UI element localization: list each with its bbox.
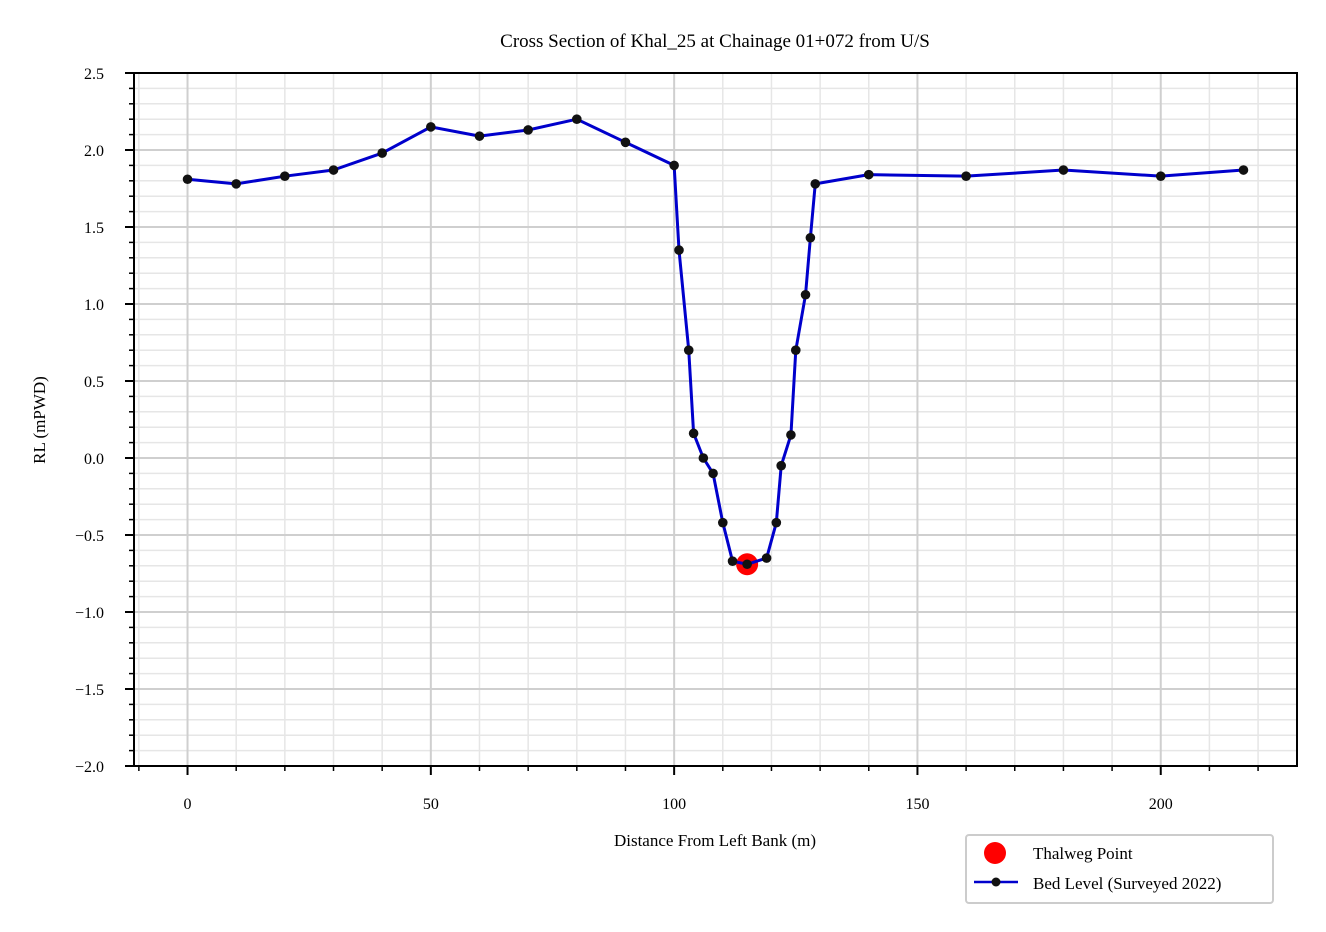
legend-bed-label: Bed Level (Surveyed 2022) [1033, 874, 1221, 893]
bed-level-point [674, 245, 684, 255]
y-tick-label: −1.0 [75, 605, 104, 622]
bed-level-point [742, 559, 752, 570]
y-tick-label: −2.0 [75, 759, 104, 776]
y-tick-label: 0.5 [84, 374, 104, 391]
x-tick-label: 200 [1149, 796, 1173, 813]
y-tick-label: 0.0 [84, 451, 104, 468]
bed-level-point [280, 171, 290, 181]
bed-level-point [790, 345, 801, 356]
y-tick-label: 2.5 [84, 66, 104, 83]
bed-level-point [717, 517, 728, 528]
bed-level-point [523, 125, 533, 135]
y-tick-label: −0.5 [75, 528, 104, 545]
bed-level-point [786, 430, 796, 440]
bed-level-line [187, 117, 1244, 566]
bed-level-point [669, 160, 679, 171]
bed-level-point [1155, 171, 1166, 181]
bed-level-point [863, 169, 874, 180]
bed-level-point [377, 148, 387, 158]
bed-level-point [683, 345, 694, 356]
x-tick-label: 100 [662, 796, 686, 813]
bed-level-point [727, 556, 738, 566]
bed-level-point [182, 174, 193, 185]
x-tick-label: 50 [423, 796, 439, 813]
plot-area [182, 114, 1249, 576]
major-grid [134, 72, 1297, 767]
bed-level-point [328, 165, 339, 175]
bed-level-point [771, 517, 782, 528]
bed-level-point [698, 453, 709, 463]
y-tick-label: 1.5 [84, 220, 104, 237]
y-tick-label: 2.0 [84, 143, 104, 160]
bed-level-point [1058, 165, 1069, 175]
bed-level-point [800, 289, 811, 300]
bed-level-point [810, 179, 821, 189]
ticks [125, 72, 1259, 775]
bed-level-point [688, 428, 699, 439]
y-tick-label: −1.5 [75, 682, 104, 699]
tick-labels: 0 50 100 150 200 −2.0 −1.5 −1.0 −0.5 0.0 0.5 1.0 1.5… [75, 66, 1173, 813]
bed-level-point [426, 122, 436, 132]
bed-level-point [620, 137, 631, 148]
bed-level-point [761, 553, 772, 563]
x-tick-label: 0 [184, 796, 192, 813]
bed-level-point [1238, 165, 1249, 175]
bed-level-point [474, 131, 485, 141]
bed-level-point [572, 114, 582, 124]
legend-thalweg-label: Thalweg Point [1033, 844, 1133, 863]
x-tick-label: 150 [905, 796, 929, 813]
minor-grid [134, 73, 1297, 766]
legend-box [965, 834, 1274, 904]
legend-bed-marker [991, 877, 1001, 887]
legend-thalweg-marker [984, 842, 1006, 864]
bed-level-point [776, 460, 786, 471]
chart-title: Cross Section of Khal_25 at Chainage 01+… [500, 31, 930, 52]
bed-level-point [231, 179, 241, 189]
y-tick-label: 1.0 [84, 297, 104, 314]
legend: Thalweg Point Bed Level (Surveyed 2022) [965, 834, 1274, 904]
bed-level-point [961, 171, 971, 181]
bed-level-point [708, 468, 718, 479]
axes-frame [133, 72, 1298, 767]
bed-level-point [805, 232, 816, 243]
x-axis-label: Distance From Left Bank (m) [614, 831, 816, 850]
y-axis-label: RL (mPWD) [30, 376, 49, 464]
